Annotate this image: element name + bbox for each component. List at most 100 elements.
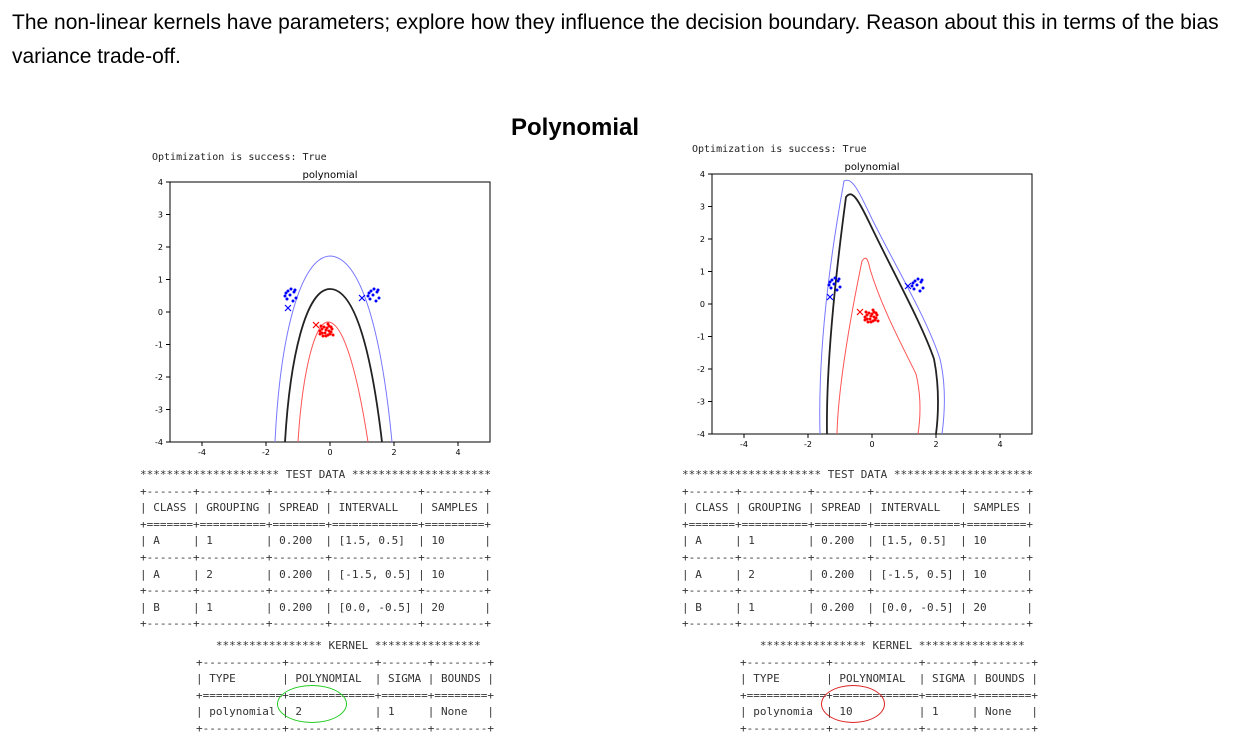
data-point [832,282,836,286]
data-point [294,296,298,300]
y-tick-label: -2 [697,365,705,374]
data-point [318,332,322,336]
x-tick-label: -2 [804,440,812,449]
section-title: Polynomial [510,114,640,141]
data-point [374,299,378,303]
data-point [870,312,874,316]
data-point [289,287,293,291]
data-point [865,313,869,317]
test-data-table: ********************* TEST DATA ********… [140,468,491,631]
data-point [912,287,916,291]
data-point [835,288,839,292]
data-point [328,332,332,336]
data-point [283,294,287,298]
test-data-table: ********************* TEST DATA ********… [682,468,1033,631]
data-point [872,315,876,319]
data-point [863,315,867,319]
y-tick-label: -3 [697,398,705,407]
margin-lower-curve [836,257,921,435]
plot-title: polynomial [302,170,357,181]
data-point [325,326,329,330]
data-point [372,287,376,291]
data-point [376,288,380,292]
data-point [326,322,330,326]
plot-title: polynomial [844,162,899,173]
y-ticks: 4 3 2 1 0 -1 -2 -3 -4 [697,170,712,439]
data-point [366,294,370,298]
data-point [368,297,372,301]
data-point [867,311,871,315]
highlight-circle-red [821,685,885,723]
panel-degree-2: Optimization is success: True polynomial… [130,145,570,745]
class-a-points-right [366,287,381,303]
y-tick-label: 3 [700,203,705,212]
y-tick-label: -4 [697,430,705,439]
data-point [288,293,292,297]
x-ticks: -4 -2 0 2 4 [198,442,461,457]
instruction-text: The non-linear kernels have parameters; … [12,11,1219,68]
optimization-status: Optimization is success: True [692,144,867,155]
x-tick-label: 2 [391,448,396,457]
optimization-status: Optimization is success: True [152,152,327,163]
data-point [918,289,922,293]
data-point [320,327,324,331]
y-tick-label: 4 [158,178,163,187]
y-tick-label: -1 [155,341,163,350]
data-point [863,318,867,322]
y-tick-label: 4 [700,170,705,179]
panel-degree-10: Optimization is success: True polynomial… [672,137,1112,737]
margin-lower-curve [297,321,369,443]
y-tick-label: 2 [158,243,163,252]
decision-boundary-curve [284,288,383,443]
y-tick-label: -1 [697,333,705,342]
x-tick-label: -4 [740,440,748,449]
data-point [920,278,924,282]
data-point [324,334,328,338]
plot-frame [711,173,1033,435]
data-point [868,317,872,321]
margin-upper-curve [274,255,393,443]
data-point [827,283,831,287]
y-tick-label: -3 [155,406,163,415]
data-point [869,320,873,324]
data-point [293,288,297,292]
data-point [321,334,325,338]
y-tick-label: 1 [158,276,163,285]
data-point [327,329,331,333]
class-b-points [863,308,880,324]
class-a-points-left [283,287,298,303]
x-tick-label: -2 [262,448,270,457]
data-point [913,279,917,283]
data-point [377,296,381,300]
y-tick-label: -2 [155,373,163,382]
data-point [866,320,870,324]
data-point [871,308,875,312]
data-point [369,289,373,293]
decision-boundary-plot: polynomial -4 -2 0 2 4 4 3 2 1 0 -1 -2 -3 -4 [155,170,491,457]
y-tick-label: 1 [700,268,705,277]
support-vector-markers [826,282,912,316]
decision-boundary-plot: polynomial -4 -2 0 2 4 4 3 2 1 0 -1 -2 -3 -4 [697,162,1033,449]
y-tick-label: -4 [155,438,163,447]
data-point [911,281,915,285]
x-tick-label: 0 [869,440,874,449]
data-point [285,297,289,301]
support-vector-markers [284,294,366,329]
data-point [837,277,841,281]
data-point [873,318,877,322]
data-point [284,291,288,295]
y-tick-label: 2 [700,235,705,244]
data-point [291,299,295,303]
data-point [838,285,842,289]
x-tick-label: -4 [198,448,206,457]
x-tick-label: 2 [933,440,938,449]
data-point [876,319,880,323]
highlight-circle-green [277,685,347,723]
kernel-table: **************** KERNEL ****************… [740,639,1039,735]
data-point [323,331,327,335]
data-point [833,276,837,280]
data-point [874,311,878,315]
class-a-points-right [910,277,925,293]
x-ticks: -4 -2 0 2 4 [740,434,1003,449]
margin-upper-curve [819,179,945,435]
